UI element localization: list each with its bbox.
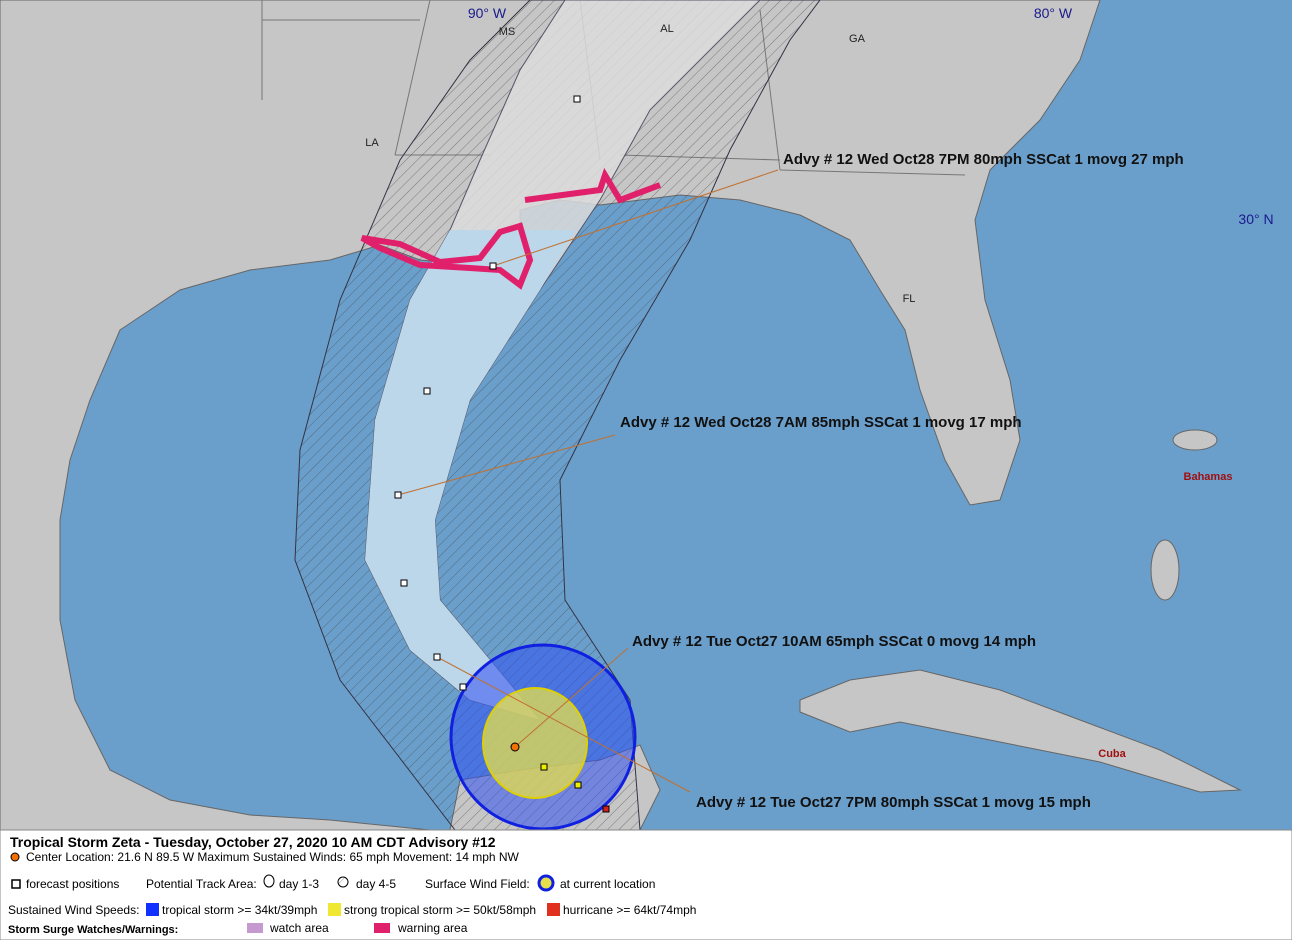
- legend: [0, 829, 1292, 941]
- place: FL: [903, 293, 916, 305]
- legend-icon: [537, 874, 555, 892]
- callout: Advy # 12 Tue Oct27 10AM 65mph SSCat 0 m…: [632, 633, 1036, 650]
- legend-text: strong tropical storm >= 50kt/58mph: [344, 903, 536, 917]
- legend-swatch: [374, 923, 390, 933]
- legend-icon: [263, 874, 275, 888]
- legend-text: tropical storm >= 34kt/39mph: [162, 903, 317, 917]
- cuba: [799, 669, 1242, 793]
- forecast-positions: [394, 95, 581, 691]
- legend-icon: [10, 852, 20, 862]
- callout: Advy # 12 Wed Oct28 7AM 85mph SSCat 1 mo…: [620, 414, 1022, 431]
- grid-label: 30° N: [1238, 211, 1273, 227]
- island: [1172, 429, 1218, 451]
- legend-icon: [11, 879, 21, 889]
- callout: Advy # 12 Tue Oct27 7PM 80mph SSCat 1 mo…: [696, 794, 1091, 811]
- legend-info: Center Location: 21.6 N 89.5 W Maximum S…: [26, 850, 520, 864]
- legend-swatch: [328, 903, 341, 916]
- legend-text: Storm Surge Watches/Warnings:: [8, 924, 178, 936]
- forecast-position: [540, 763, 548, 771]
- forecast-position: [574, 781, 582, 789]
- legend-swatch: [247, 923, 263, 933]
- grid-label: 90° W: [468, 5, 507, 21]
- legend-text: warning area: [397, 921, 468, 935]
- legend-swatch: [146, 903, 159, 916]
- legend-text: watch area: [269, 921, 329, 935]
- legend-text: day 4-5: [356, 877, 396, 891]
- legend-text: forecast positions: [26, 877, 119, 891]
- storm-center: [510, 742, 520, 752]
- legend-text: Surface Wind Field:: [425, 877, 530, 891]
- legend-text: hurricane >= 64kt/74mph: [563, 903, 696, 917]
- legend-text: day 1-3: [279, 877, 319, 891]
- place: AL: [660, 23, 673, 35]
- legend-text: Sustained Wind Speeds:: [8, 903, 139, 917]
- callout: Advy # 12 Wed Oct28 7PM 80mph SSCat 1 mo…: [783, 151, 1184, 168]
- legend-icon: [337, 876, 349, 888]
- callout-lines: [397, 169, 779, 793]
- place: Bahamas: [1184, 471, 1233, 483]
- legend-title: Tropical Storm Zeta - Tuesday, October 2…: [10, 834, 496, 850]
- legend-text: Potential Track Area:: [146, 877, 257, 891]
- place: Cuba: [1098, 748, 1126, 760]
- place: LA: [365, 137, 379, 149]
- cone-inner-sea: [365, 230, 575, 720]
- sts-wind-field: [482, 687, 588, 799]
- legend-text: at current location: [560, 877, 655, 891]
- place: GA: [849, 33, 866, 45]
- forecast-position: [602, 805, 610, 813]
- grid-label: 80° W: [1034, 5, 1073, 21]
- legend-swatch: [547, 903, 560, 916]
- place: MS: [499, 26, 516, 38]
- island: [1150, 539, 1180, 601]
- surge-warning: [360, 167, 662, 290]
